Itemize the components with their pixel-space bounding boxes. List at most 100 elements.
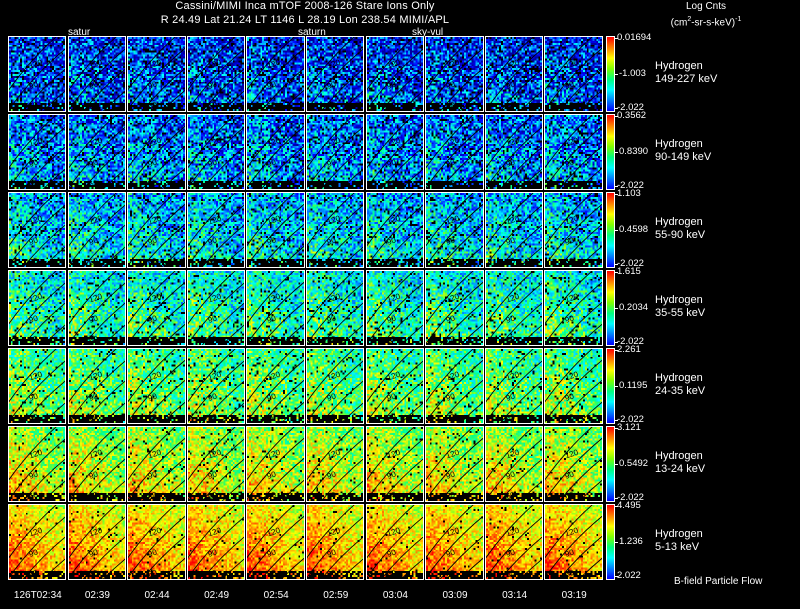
sky-map-panel[interactable]: 120 90 60	[127, 426, 186, 502]
sky-map-panel[interactable]: 120 90 60	[8, 270, 67, 346]
sky-map-panel[interactable]: 120 90 60	[8, 114, 67, 190]
colorbar-min-label: 2.022	[617, 570, 641, 581]
sky-map-panel[interactable]: 120 90 60	[246, 270, 305, 346]
sky-map-panel[interactable]: 120 90 60	[484, 426, 544, 502]
sky-map-panel[interactable]: 120 90 60	[186, 114, 246, 190]
colorbar-tick	[615, 38, 618, 39]
sky-map-panel[interactable]: 120 90 60	[365, 426, 424, 502]
colorbar-tick	[615, 386, 618, 387]
sky-map-panel[interactable]: 120 90 60	[306, 348, 365, 424]
sky-map-panel[interactable]: 120 90 60	[306, 192, 365, 268]
sky-map-panel[interactable]: 120 90 60	[186, 192, 246, 268]
sky-map-panel[interactable]: 120 90 60	[544, 426, 603, 502]
sky-map-image	[187, 193, 245, 267]
sky-map-panel[interactable]: 120 90 60	[186, 426, 246, 502]
colorbar-tick	[615, 428, 618, 429]
sky-map-panel[interactable]: 120 90 60	[544, 192, 603, 268]
colorbar-gradient	[606, 348, 615, 424]
sky-map-panel[interactable]: 120 90 60	[484, 504, 544, 580]
colorbar-max-label: 3.121	[617, 422, 641, 433]
sky-map-panel[interactable]: 120 90 60	[306, 426, 365, 502]
energy-channel-label: Hydrogen 149-227 keV	[655, 60, 717, 86]
colorbar-tick	[615, 74, 618, 75]
sky-map-panel[interactable]: 120 90 60	[484, 192, 544, 268]
sky-map-panel[interactable]: 120 90 60	[365, 504, 424, 580]
sky-map-panel[interactable]: 120 90 60	[484, 36, 544, 112]
sky-map-panel[interactable]: 120 90 60	[127, 114, 186, 190]
sky-map-panel[interactable]: 120 90 60	[425, 270, 484, 346]
sky-map-panel[interactable]: 120 90 60	[8, 36, 67, 112]
sky-map-panel[interactable]: 120 90 60	[8, 504, 67, 580]
sky-map-panel[interactable]: 120 90 60	[484, 114, 544, 190]
colorbar-units-pre: (cm	[670, 17, 688, 29]
colorbar-gradient	[606, 192, 615, 268]
sky-map-panel[interactable]: 120 90 60	[127, 36, 186, 112]
sky-map-panel[interactable]: 120 90 60	[544, 36, 603, 112]
sky-map-panel[interactable]: 120 90 60	[544, 504, 603, 580]
sky-map-panel[interactable]: 120 90 60	[544, 114, 603, 190]
sky-map-panel[interactable]: 120 90 60	[425, 348, 484, 424]
sky-map-image	[247, 37, 304, 111]
sky-map-image	[485, 427, 543, 501]
species-name: Hydrogen	[655, 216, 703, 228]
sky-map-panel[interactable]: 120 90 60	[365, 114, 424, 190]
sky-map-image	[545, 505, 602, 579]
colorbar-max-label: 1.103	[617, 188, 641, 199]
sky-map-panel[interactable]: 120 90 60	[67, 192, 126, 268]
sky-map-panel[interactable]: 120 90 60	[246, 114, 305, 190]
sky-map-panel[interactable]: 120 90 60	[425, 192, 484, 268]
sky-map-image	[307, 271, 364, 345]
sky-map-panel[interactable]: 120 90 60	[186, 270, 246, 346]
sky-map-panel[interactable]: 120 90 60	[306, 114, 365, 190]
sky-map-panel[interactable]: 120 90 60	[67, 36, 126, 112]
sky-map-panel[interactable]: 120 90 60	[67, 348, 126, 424]
sky-map-panel[interactable]: 120 90 60	[67, 504, 126, 580]
sky-map-panel[interactable]: 120 90 60	[127, 348, 186, 424]
sky-map-panel[interactable]: 120 90 60	[484, 270, 544, 346]
sky-map-panel[interactable]: 120 90 60	[365, 36, 424, 112]
sky-map-panel[interactable]: 120 90 60	[306, 270, 365, 346]
sky-map-panel[interactable]: 120 90 60	[8, 426, 67, 502]
sky-map-panel[interactable]: 120 90 60	[127, 504, 186, 580]
sky-map-panel[interactable]: 120 90 60	[246, 426, 305, 502]
colorbar-max-label: 0.3562	[617, 110, 647, 121]
sky-map-image	[485, 193, 543, 267]
sky-map-panel[interactable]: 120 90 60	[246, 192, 305, 268]
sky-map-panel[interactable]: 120 90 60	[8, 192, 67, 268]
colorbar-min-label: -2.022	[617, 102, 644, 113]
sky-map-panel[interactable]: 120 90 60	[306, 504, 365, 580]
sky-map-panel[interactable]: 120 90 60	[425, 426, 484, 502]
sky-map-image	[68, 505, 125, 579]
sky-map-panel[interactable]: 120 90 60	[186, 348, 246, 424]
sky-map-panel[interactable]: 120 90 60	[425, 114, 484, 190]
sky-map-panel[interactable]: 120 90 60	[365, 348, 424, 424]
species-name: Hydrogen	[655, 294, 703, 306]
energy-range: 149-227 keV	[655, 73, 718, 85]
sky-map-image	[426, 193, 483, 267]
sky-map-image	[9, 193, 66, 267]
sky-map-panel[interactable]: 120 90 60	[246, 504, 305, 580]
sky-map-panel[interactable]: 120 90 60	[186, 36, 246, 112]
sky-map-panel[interactable]: 120 90 60	[246, 36, 305, 112]
sky-map-panel[interactable]: 120 90 60	[67, 114, 126, 190]
sky-map-panel[interactable]: 120 90 60	[67, 426, 126, 502]
colorbar-max-label: 2.261	[617, 344, 641, 355]
sky-map-panel[interactable]: 120 90 60	[365, 270, 424, 346]
sky-map-panel[interactable]: 120 90 60	[246, 348, 305, 424]
sky-map-panel[interactable]: 120 90 60	[127, 270, 186, 346]
sky-map-panel[interactable]: 120 90 60	[544, 348, 603, 424]
sky-map-panel[interactable]: 120 90 60	[127, 192, 186, 268]
sky-map-panel[interactable]: 120 90 60	[425, 504, 484, 580]
sky-map-panel[interactable]: 120 90 60	[544, 270, 603, 346]
colorbar-tick	[615, 308, 618, 309]
sky-map-panel[interactable]: 120 90 60	[67, 270, 126, 346]
sky-map-panel[interactable]: 120 90 60	[425, 36, 484, 112]
sky-map-panel[interactable]: 120 90 60	[306, 36, 365, 112]
sky-map-panel[interactable]: 120 90 60	[8, 348, 67, 424]
sky-map-panel[interactable]: 120 90 60	[186, 504, 246, 580]
sky-map-panel[interactable]: 120 90 60	[365, 192, 424, 268]
colorbar-tick	[615, 506, 618, 507]
sky-map-panel[interactable]: 120 90 60	[484, 348, 544, 424]
sky-map-image	[307, 115, 364, 189]
colorbar-mid-label: 0.4598	[619, 224, 649, 235]
